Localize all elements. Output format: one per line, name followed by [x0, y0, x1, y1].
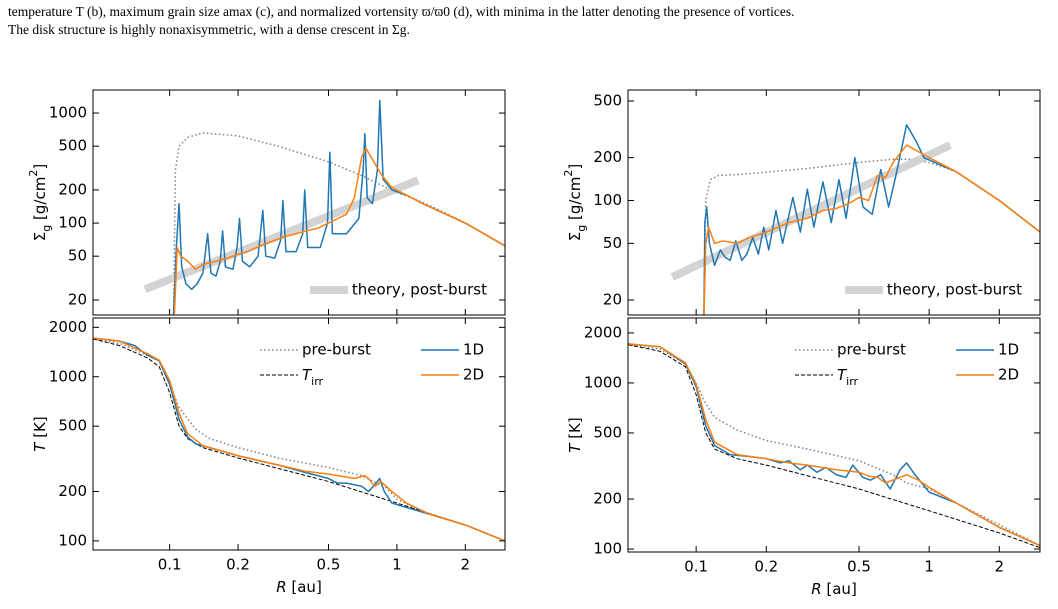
text-part: [g/cm — [31, 177, 49, 225]
axes-frame — [627, 317, 1041, 553]
y-tick-label: 500 — [593, 91, 622, 109]
data-line — [93, 337, 505, 542]
legend-label: 2D — [998, 366, 1019, 384]
legend-label: Tirr — [837, 366, 859, 388]
text-part: g — [40, 225, 53, 232]
plot-area — [143, 99, 505, 315]
y-tick-label: 200 — [593, 490, 622, 508]
x-tick-label: 1 — [924, 558, 934, 576]
data-line — [93, 338, 505, 542]
x-tick-label: 0.5 — [317, 556, 341, 574]
y-tick-label: 500 — [58, 417, 87, 435]
caption-line: temperature T (b), maximum grain size am… — [8, 4, 795, 19]
data-line — [628, 343, 1040, 547]
y-tick-label: 100 — [593, 540, 622, 558]
y-axis-label: Σg [g/cm2] — [27, 164, 53, 241]
text-part: T — [837, 366, 848, 384]
text-part: R — [811, 580, 821, 598]
text-part: [K] — [566, 417, 584, 443]
x-tick-label: 0.1 — [158, 556, 182, 574]
text-part: [au] — [287, 578, 322, 596]
plot-area — [93, 337, 505, 542]
text-part: T — [31, 441, 49, 452]
y-tick-label: 50 — [603, 234, 622, 252]
data-line — [703, 124, 1040, 315]
text-part: irr — [311, 375, 323, 388]
y-tick-label: 1000 — [49, 367, 87, 385]
axes-frame — [627, 89, 1041, 316]
legend-label: 2D — [463, 366, 484, 384]
y-tick-label: 500 — [58, 137, 87, 155]
text-part: Σ — [31, 232, 49, 241]
text-part: ] — [566, 164, 584, 170]
text-part: T — [302, 366, 313, 384]
y-tick-label: 20 — [603, 291, 622, 309]
y-tick-label: 50 — [68, 247, 87, 265]
axes-frame — [92, 89, 506, 316]
x-tick-label: 0.2 — [226, 556, 250, 574]
y-tick-label: 1000 — [584, 373, 622, 391]
y-tick-label: 100 — [58, 214, 87, 232]
y-tick-label: 2000 — [49, 318, 87, 336]
text-part: 2 — [562, 170, 575, 177]
x-axis-label: R [au] — [276, 578, 322, 596]
y-tick-label: 20 — [68, 290, 87, 308]
text-part: R — [276, 578, 286, 596]
y-tick-label: 200 — [58, 482, 87, 500]
text-part: T — [566, 442, 584, 453]
data-line — [628, 344, 1040, 549]
text-part: [g/cm — [566, 177, 584, 225]
x-tick-label: 2 — [461, 556, 471, 574]
text-part: Σ — [566, 232, 584, 241]
text-part: [K] — [31, 416, 49, 442]
y-axis-label: Σg [g/cm2] — [562, 164, 588, 241]
legend-label: theory, post-burst — [352, 281, 487, 299]
text-part: 2 — [27, 170, 40, 177]
legend-label: pre-burst — [837, 341, 906, 359]
y-axis-label: T [K] — [566, 417, 584, 452]
data-line — [173, 147, 505, 314]
legend-label: theory, post-burst — [887, 281, 1022, 299]
legend-label: 1D — [998, 341, 1019, 359]
caption-line: The disk structure is highly nonaxisymme… — [8, 22, 410, 37]
legend-label: Tirr — [302, 366, 324, 388]
data-line — [172, 99, 505, 315]
data-line — [93, 337, 505, 542]
y-tick-label: 200 — [58, 180, 87, 198]
y-tick-label: 100 — [58, 531, 87, 549]
x-axis-label: R [au] — [811, 580, 857, 598]
data-line — [172, 132, 505, 314]
text-part: [au] — [822, 580, 857, 598]
x-tick-label: 2 — [995, 558, 1005, 576]
x-tick-label: 0.2 — [754, 558, 778, 576]
y-tick-label: 200 — [593, 148, 622, 166]
x-tick-label: 1 — [392, 556, 402, 574]
y-axis-label: T [K] — [31, 416, 49, 451]
plot-area — [628, 343, 1040, 549]
legend-label: pre-burst — [302, 341, 371, 359]
text-part: g — [575, 225, 588, 232]
y-tick-label: 1000 — [49, 104, 87, 122]
data-line — [703, 144, 1040, 315]
x-tick-label: 0.5 — [847, 558, 871, 576]
y-tick-label: 500 — [593, 423, 622, 441]
text-part: irr — [846, 375, 858, 388]
plot-area — [670, 124, 1040, 315]
y-tick-label: 100 — [593, 191, 622, 209]
text-part: ] — [31, 164, 49, 170]
y-tick-label: 2000 — [584, 323, 622, 341]
axes-frame — [92, 317, 506, 551]
x-tick-label: 0.1 — [684, 558, 708, 576]
legend-label: 1D — [463, 341, 484, 359]
